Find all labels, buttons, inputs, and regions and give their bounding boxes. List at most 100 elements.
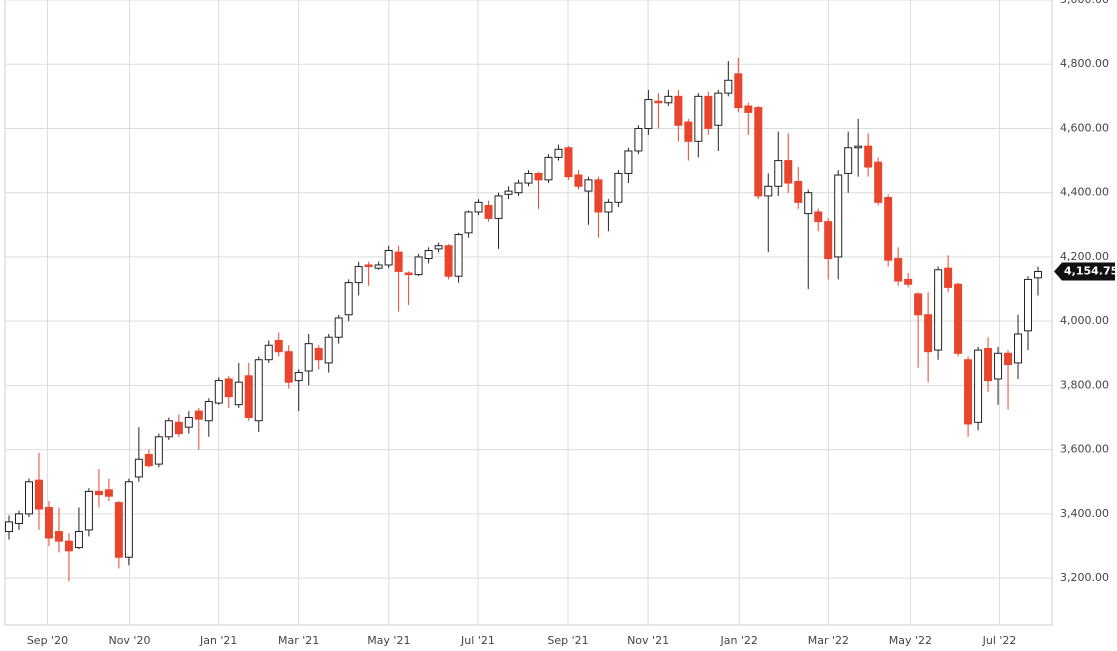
candle-body [334,317,343,338]
candle-body [634,127,643,152]
candle-body [664,95,673,104]
candle-body [294,372,303,382]
candle-body [784,160,793,184]
candle-body [494,195,503,219]
candle-body [384,250,393,266]
candle-body [924,314,933,353]
candle-body [844,147,853,174]
candle-body [814,211,823,223]
candle-body [704,95,713,129]
candle-body [454,233,463,277]
candle-body [574,174,583,187]
candle-body [234,381,243,406]
last-price-label: 4,154.75 [1064,264,1117,277]
candle-body [464,211,473,234]
candle-body [874,161,883,203]
candle-body [644,99,653,129]
candle-body [444,245,453,277]
y-tick-label: 4,000.00 [1060,314,1109,327]
candle-body [24,481,33,515]
x-tick-label: Jul '21 [460,634,495,647]
candle-body [794,180,803,203]
candle-body [314,347,323,361]
candle-body [514,182,523,194]
candle-body [984,347,993,382]
candle-body [94,490,103,496]
candle-body [804,192,813,215]
candle-body [274,339,283,353]
candle-body [834,174,843,258]
candle-body [754,107,763,197]
candle-body [324,336,333,364]
x-tick-label: Mar '22 [808,634,849,647]
x-tick-label: Jul '22 [982,634,1017,647]
candle-body [854,145,863,149]
candle-body [394,251,403,272]
y-tick-label: 3,200.00 [1060,571,1109,584]
candle-body [564,147,573,178]
candle-body [474,201,483,213]
candle-body [734,73,743,109]
candle-body [64,540,73,552]
candle-body [104,489,113,497]
candle-body [254,359,263,422]
candle-body [914,293,923,316]
candle-body [424,250,433,260]
y-tick-label: 4,200.00 [1060,250,1109,263]
candle-body [164,420,173,438]
candle-body [544,156,553,181]
candle-body [434,245,443,250]
candle-body [154,436,163,465]
candle-body [654,100,663,104]
candle-body [504,190,513,195]
candle-body [724,79,733,94]
candle-body [484,205,493,219]
last-price-badge [1054,262,1115,281]
candle-body [524,172,533,184]
candle-body [184,417,193,428]
x-tick-label: Jan '21 [199,634,237,647]
candle-body [264,344,273,361]
candle-body [884,197,893,261]
candle-body [44,506,53,539]
candle-body [994,352,1003,380]
candle-body [204,400,213,422]
candle-body [954,283,963,354]
candle-body [694,95,703,142]
candle-body [534,172,543,181]
y-tick-label: 4,400.00 [1060,186,1109,199]
candle-body [864,145,873,168]
candle-body [974,349,983,423]
candle-body [84,490,93,531]
candle-body [714,92,723,126]
candle-body [624,150,633,174]
plot-frame [4,0,1053,626]
y-tick-label: 4,600.00 [1060,121,1109,134]
y-tick-label: 3,400.00 [1060,507,1109,520]
candle-body [74,531,83,549]
candle-body [4,521,13,533]
candle-body [404,272,413,276]
x-tick-label: Sep '20 [27,634,68,647]
candle-body [824,221,833,260]
candle-body [414,256,423,276]
candle-body [554,148,563,158]
candle-body [304,343,313,372]
candle-body [364,264,373,268]
y-tick-label: 3,600.00 [1060,443,1109,456]
y-tick-label: 4,800.00 [1060,57,1109,70]
x-tick-label: Nov '21 [627,634,669,647]
candle-body [1004,352,1013,366]
candle-body [144,453,153,467]
candle-body [894,258,903,282]
candle-body [774,160,783,187]
candle-body [594,179,603,213]
candle-body [964,359,973,425]
x-tick-label: May '21 [367,634,410,647]
candle-body [684,121,693,142]
y-tick-label: 5,000.00 [1060,0,1109,6]
candle-body [1034,270,1043,279]
candle-body [344,282,353,316]
candle-body [194,410,203,420]
candle-body [134,458,143,478]
